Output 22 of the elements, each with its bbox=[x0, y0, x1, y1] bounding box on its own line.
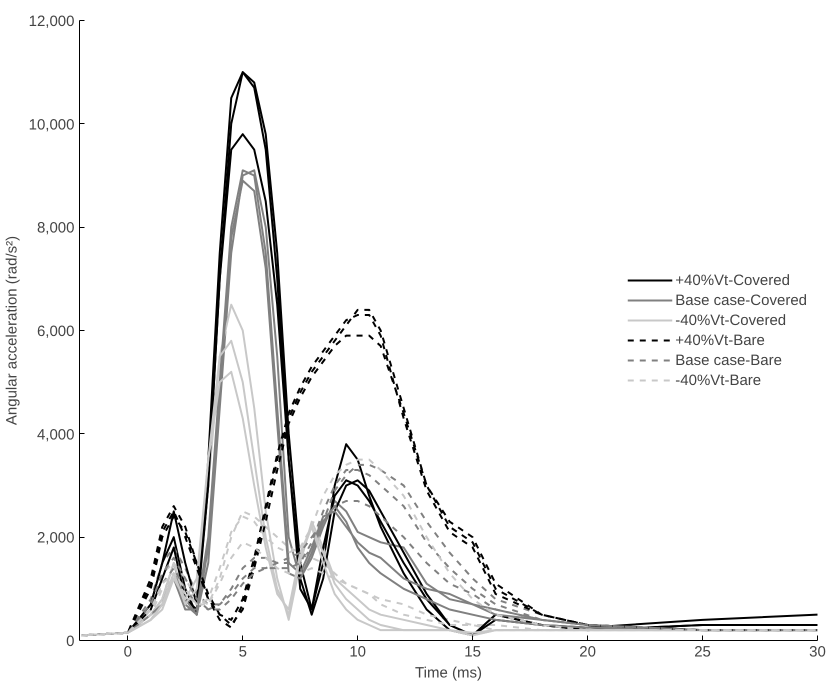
x-tick-label: 10 bbox=[349, 644, 366, 660]
x-tick-label: 25 bbox=[694, 644, 711, 660]
x-tick-label: 15 bbox=[464, 644, 481, 660]
x-tick-label: 5 bbox=[238, 644, 247, 660]
y-tick-label: 8,000 bbox=[36, 220, 75, 237]
y-tick-label: 6,000 bbox=[36, 323, 75, 340]
legend-label: +40%Vt-Covered bbox=[675, 272, 790, 288]
x-tick-label: 30 bbox=[809, 644, 826, 660]
y-tick-label: 2,000 bbox=[36, 530, 75, 547]
legend-label: -40%Vt-Covered bbox=[675, 312, 786, 328]
y-tick-label: 4,000 bbox=[36, 426, 75, 444]
y-tick-label: 10,000 bbox=[28, 116, 75, 134]
y-axis-title: Angular acceleration (rad/s²) bbox=[4, 236, 21, 426]
y-tick-label: 12,000 bbox=[28, 13, 75, 30]
legend-label: +40%Vt-Bare bbox=[675, 332, 765, 348]
x-tick-label: 20 bbox=[579, 644, 596, 660]
legend-label: Base case-Bare bbox=[675, 352, 782, 368]
y-tick-label: 0 bbox=[66, 633, 74, 650]
x-tick-label: 0 bbox=[124, 644, 132, 660]
legend-label: -40%Vt-Bare bbox=[675, 372, 762, 388]
x-axis-title: Time (ms) bbox=[415, 664, 482, 682]
legend-label: Base case-Covered bbox=[675, 292, 807, 308]
